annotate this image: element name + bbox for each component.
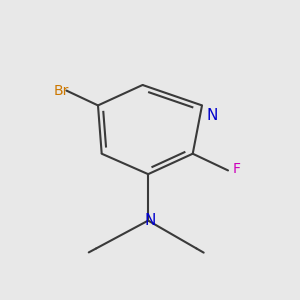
Text: Br: Br: [53, 84, 69, 98]
Text: N: N: [144, 213, 156, 228]
Text: N: N: [206, 108, 218, 123]
Text: F: F: [232, 162, 241, 176]
